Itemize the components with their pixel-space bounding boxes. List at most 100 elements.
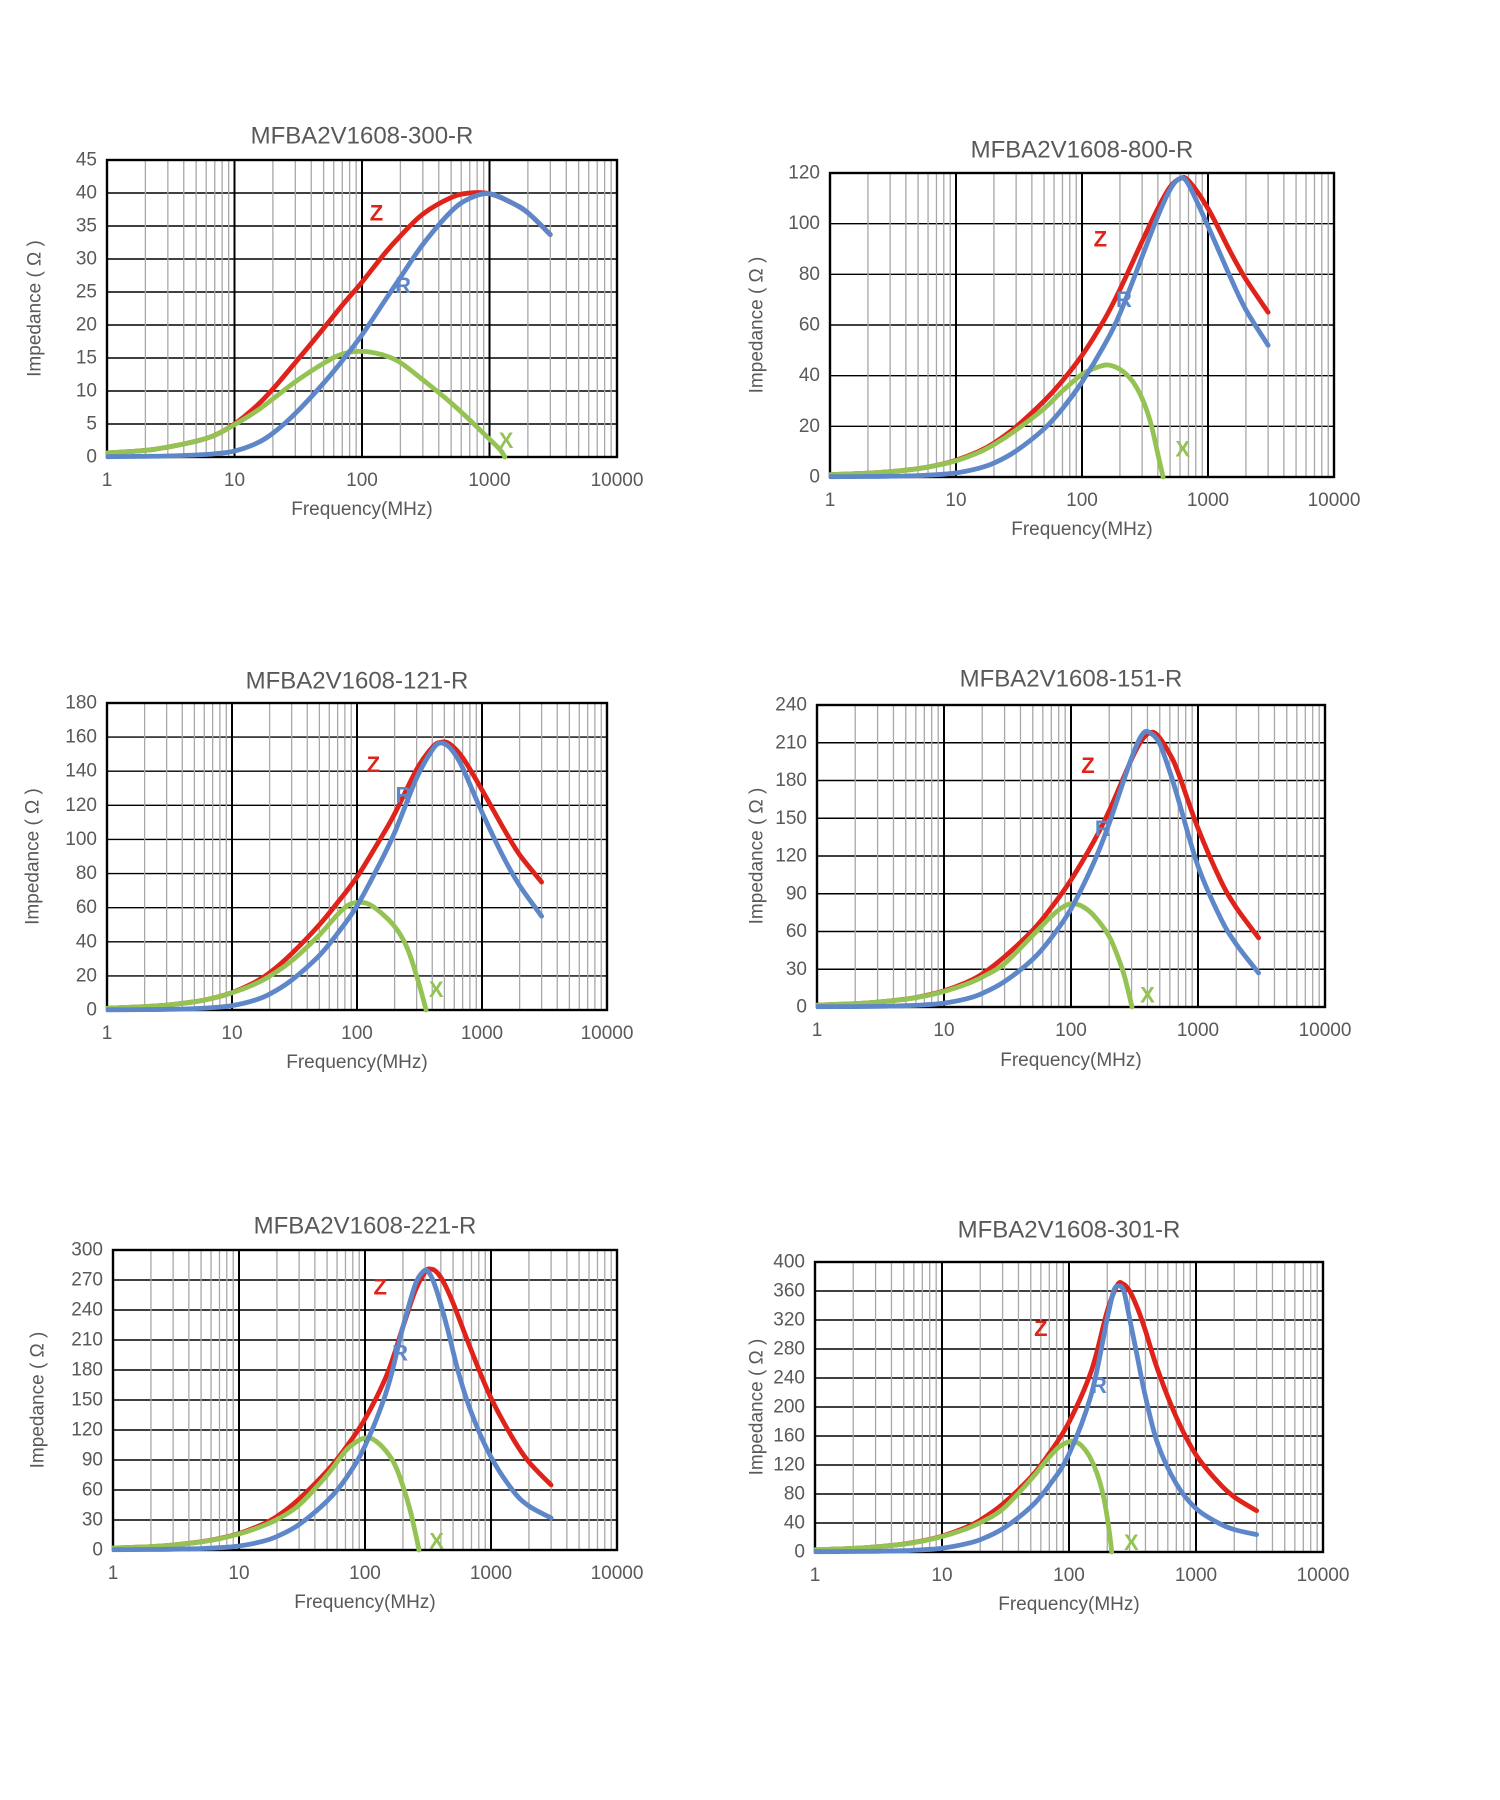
y-tick: 20 bbox=[799, 416, 820, 437]
x-tick-labels: 1 10 100 1000 10000 bbox=[102, 470, 644, 491]
x-tick: 10 bbox=[933, 1020, 954, 1041]
series-label-Z: Z bbox=[367, 752, 380, 777]
x-tick: 10000 bbox=[1297, 1565, 1350, 1586]
decade-gridlines bbox=[943, 705, 1199, 1007]
y-tick: 80 bbox=[76, 863, 97, 884]
decade-gridlines bbox=[231, 703, 483, 1010]
y-axis-label: Impedance ( Ω ) bbox=[25, 240, 46, 377]
decade-gridlines bbox=[233, 160, 491, 457]
x-tick: 100 bbox=[349, 1563, 381, 1584]
y-tick-labels: 0 20 40 60 80 100 120 140 160 180 bbox=[65, 693, 97, 1021]
y-tick-labels: 0 40 80 120 160 200 240 280 320 360 400 bbox=[773, 1252, 805, 1563]
y-tick-labels: 0 30 60 90 120 150 180 210 240 270 300 bbox=[71, 1240, 103, 1561]
y-tick-labels: 0 5 10 15 20 25 30 35 40 45 bbox=[76, 150, 97, 468]
y-tick: 60 bbox=[799, 315, 820, 336]
x-tick: 1 bbox=[810, 1565, 821, 1586]
x-tick: 100 bbox=[1053, 1565, 1085, 1586]
y-tick: 10 bbox=[76, 381, 97, 402]
x-tick: 10000 bbox=[591, 470, 644, 491]
y-tick: 40 bbox=[76, 931, 97, 952]
x-tick: 1 bbox=[825, 490, 836, 511]
plot-border bbox=[105, 158, 619, 459]
curve-X bbox=[829, 362, 1166, 480]
y-tick: 240 bbox=[71, 1300, 103, 1321]
y-tick: 120 bbox=[775, 846, 807, 867]
y-axis-label: Impedance ( Ω ) bbox=[747, 788, 768, 925]
y-tick: 160 bbox=[773, 1426, 805, 1447]
curves bbox=[829, 174, 1271, 480]
plot-border bbox=[111, 1248, 619, 1552]
y-tick: 60 bbox=[76, 897, 97, 918]
x-axis-label: Frequency(MHz) bbox=[286, 1052, 427, 1073]
curve-R bbox=[106, 740, 544, 1013]
chart-title: MFBA2V1608-151-R bbox=[960, 666, 1183, 693]
x-tick-labels: 1 10 100 1000 10000 bbox=[812, 1020, 1352, 1041]
y-tick: 60 bbox=[82, 1480, 103, 1501]
y-tick: 30 bbox=[76, 249, 97, 270]
chart-MFBA2V1608-301-R: Z X R 0 40 80 120 160 200 240 280 320 360 400 1 10 100 10… bbox=[747, 1217, 1350, 1616]
y-tick: 5 bbox=[86, 414, 97, 435]
plot-border bbox=[815, 703, 1327, 1009]
series-label-X: X bbox=[1140, 983, 1155, 1008]
y-axis-label: Impedance ( Ω ) bbox=[23, 788, 44, 925]
curves bbox=[106, 739, 544, 1013]
x-tick: 10 bbox=[228, 1563, 249, 1584]
y-tick: 0 bbox=[92, 1540, 103, 1561]
y-tick: 210 bbox=[775, 732, 807, 753]
y-tick: 180 bbox=[71, 1360, 103, 1381]
y-tick: 240 bbox=[773, 1368, 805, 1389]
y-tick: 40 bbox=[784, 1513, 805, 1534]
curve-X bbox=[106, 899, 429, 1013]
series-label-R: R bbox=[395, 273, 411, 298]
y-tick: 15 bbox=[76, 348, 97, 369]
minor-gridlines bbox=[144, 160, 612, 457]
y-tick: 0 bbox=[86, 447, 97, 468]
series-label-R: R bbox=[392, 1341, 408, 1366]
series-label-R: R bbox=[1091, 1373, 1107, 1398]
x-tick: 1 bbox=[102, 1023, 113, 1044]
x-tick: 100 bbox=[1055, 1020, 1087, 1041]
y-tick: 100 bbox=[65, 829, 97, 850]
y-tick: 270 bbox=[71, 1270, 103, 1291]
y-tick: 0 bbox=[809, 467, 820, 488]
x-tick-labels: 1 10 100 1000 10000 bbox=[108, 1563, 644, 1584]
plot-border bbox=[105, 701, 609, 1012]
y-tick: 320 bbox=[773, 1310, 805, 1331]
y-tick: 150 bbox=[71, 1390, 103, 1411]
plot-border bbox=[813, 1260, 1325, 1554]
series-label-Z: Z bbox=[373, 1275, 386, 1300]
y-tick: 35 bbox=[76, 216, 97, 237]
y-tick: 120 bbox=[773, 1455, 805, 1476]
y-tick: 120 bbox=[71, 1420, 103, 1441]
y-tick: 80 bbox=[799, 264, 820, 285]
y-tick: 25 bbox=[76, 282, 97, 303]
chart-MFBA2V1608-151-R: Z X R 0 30 60 90 120 150 180 210 240 1 10 100 1000 10000… bbox=[747, 666, 1352, 1072]
curves bbox=[816, 728, 1261, 1010]
y-tick: 100 bbox=[788, 213, 820, 234]
x-axis-label: Frequency(MHz) bbox=[998, 1594, 1139, 1615]
x-tick: 1000 bbox=[468, 470, 510, 491]
series-label-X: X bbox=[499, 428, 514, 453]
y-tick: 120 bbox=[65, 795, 97, 816]
y-tick: 360 bbox=[773, 1281, 805, 1302]
x-tick: 10 bbox=[931, 1565, 952, 1586]
series-label-R: R bbox=[395, 783, 411, 808]
y-tick-labels: 0 20 40 60 80 100 120 bbox=[788, 163, 820, 488]
x-tick: 1 bbox=[102, 470, 113, 491]
y-tick: 210 bbox=[71, 1330, 103, 1351]
minor-gridlines bbox=[143, 703, 602, 1010]
x-tick-labels: 1 10 100 1000 10000 bbox=[825, 490, 1361, 511]
y-axis-label: Impedance ( Ω ) bbox=[747, 257, 768, 394]
y-tick: 300 bbox=[71, 1240, 103, 1261]
series-label-X: X bbox=[1175, 437, 1190, 462]
y-tick: 80 bbox=[784, 1484, 805, 1505]
series-label-X: X bbox=[429, 1529, 444, 1554]
x-tick: 10 bbox=[224, 470, 245, 491]
y-axis-label: Impedance ( Ω ) bbox=[28, 1332, 49, 1469]
x-tick: 1000 bbox=[1175, 1565, 1217, 1586]
y-tick: 150 bbox=[775, 808, 807, 829]
x-tick: 10000 bbox=[1308, 490, 1361, 511]
